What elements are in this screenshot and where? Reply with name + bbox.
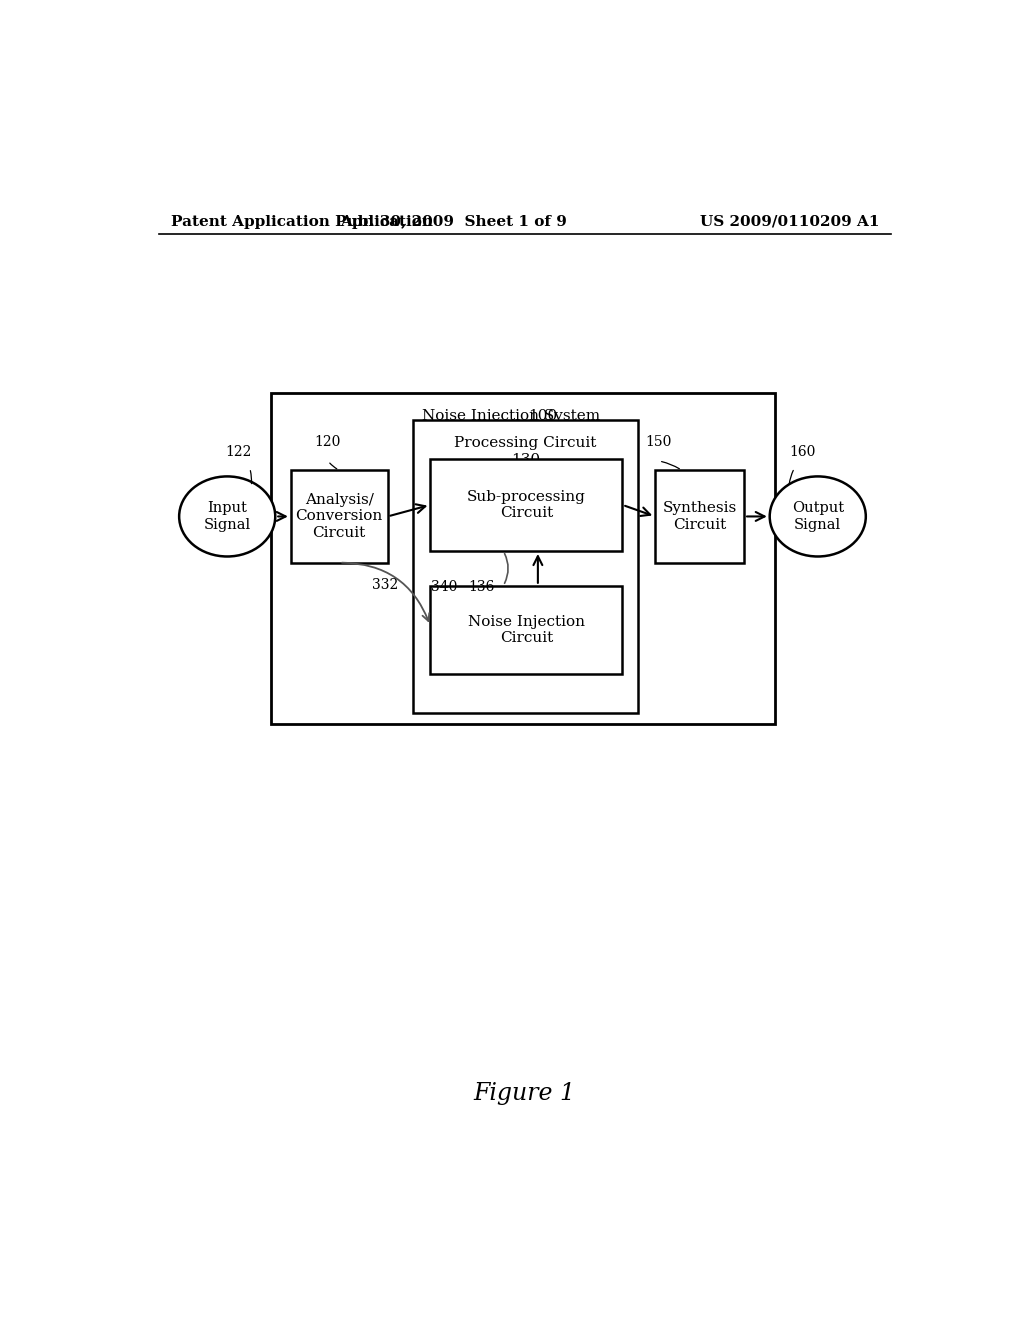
Ellipse shape [179,477,275,557]
Text: Figure 1: Figure 1 [474,1082,575,1105]
Text: 130: 130 [511,453,540,466]
Text: 160: 160 [790,445,815,459]
Bar [655,470,744,562]
Text: 340: 340 [431,581,458,594]
Text: Noise Injection System: Noise Injection System [423,409,601,422]
Text: 136: 136 [468,581,495,594]
Text: Output
Signal: Output Signal [792,502,844,532]
Text: Analysis/
Conversion
Circuit: Analysis/ Conversion Circuit [296,494,383,540]
Text: Noise Injection
Circuit: Noise Injection Circuit [468,615,585,645]
Bar [430,459,623,552]
Bar [414,420,638,713]
Text: 150: 150 [646,436,672,449]
Text: Synthesis
Circuit: Synthesis Circuit [663,502,736,532]
Text: 120: 120 [314,436,341,449]
Bar [291,470,388,562]
Bar [271,393,775,725]
Text: Processing Circuit: Processing Circuit [455,436,597,450]
Text: US 2009/0110209 A1: US 2009/0110209 A1 [700,215,880,228]
Text: 332: 332 [372,578,398,593]
Text: 100: 100 [528,409,557,422]
Text: Patent Application Publication: Patent Application Publication [171,215,432,228]
Text: Sub-processing
Circuit: Sub-processing Circuit [467,490,586,520]
Text: 122: 122 [225,445,251,459]
Text: Apr. 30, 2009  Sheet 1 of 9: Apr. 30, 2009 Sheet 1 of 9 [340,215,567,228]
Bar [430,586,623,675]
Ellipse shape [770,477,866,557]
Text: Input
Signal: Input Signal [204,502,251,532]
